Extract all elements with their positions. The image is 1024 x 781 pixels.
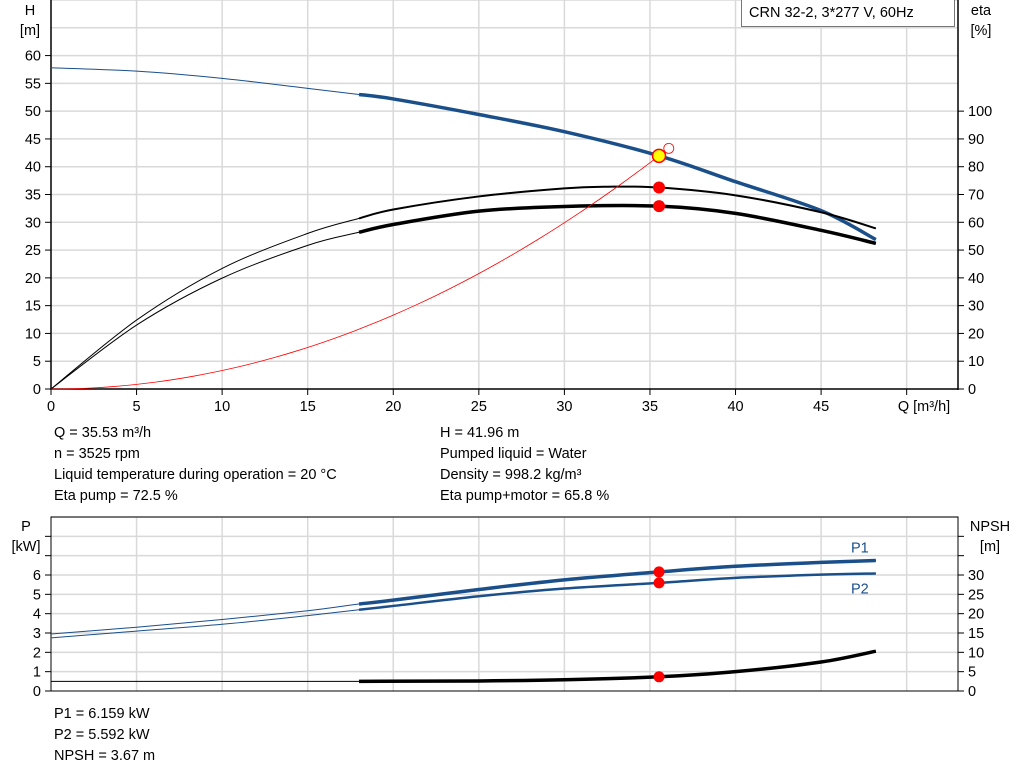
p-tick-label: 5 <box>33 587 41 603</box>
eta-tick-label: 60 <box>968 215 984 231</box>
q-tick-label: 40 <box>727 399 743 415</box>
info-eta-pump: Eta pump = 72.5 % <box>54 488 178 504</box>
p1-operating-range <box>358 558 876 606</box>
eta-tick-label: 10 <box>968 354 984 370</box>
p2-series-label: P2 <box>851 581 869 597</box>
npsh-curve <box>50 650 876 682</box>
p-tick-label: 2 <box>33 645 41 661</box>
h-tick-label: 25 <box>25 243 41 259</box>
power-plot-frame <box>50 516 959 692</box>
h-axis-label: H <box>25 3 35 19</box>
q-tick-label: 30 <box>556 399 572 415</box>
eta-pump-motor-duty-point <box>653 200 666 213</box>
q-tick-label: 35 <box>642 399 658 415</box>
h-tick-label: 45 <box>25 132 41 148</box>
npsh-tick-label: 0 <box>968 684 976 700</box>
p-axis-label: [kW] <box>12 539 41 555</box>
eta-pump-operating-range <box>358 185 877 230</box>
legend-box: CRN 32-2, 3*277 V, 60Hz <box>741 0 955 27</box>
p-tick-label: 0 <box>33 684 41 700</box>
h-tick-label: 40 <box>25 160 41 176</box>
q-tick-label: 5 <box>133 399 141 415</box>
npsh-tick-label: 30 <box>968 568 984 584</box>
p2-curve <box>50 572 876 639</box>
p1-series-label: P1 <box>851 541 869 557</box>
p-tick-label: 1 <box>33 665 41 681</box>
npsh-tick-label: 15 <box>968 626 984 642</box>
eta-pump-duty-point <box>653 181 666 194</box>
npsh-duty-point <box>653 671 665 683</box>
info-npsh: NPSH = 3.67 m <box>54 748 156 764</box>
info-speed: n = 3525 rpm <box>54 446 140 462</box>
eta-tick-label: 40 <box>968 271 984 287</box>
npsh-tick-label: 5 <box>968 665 976 681</box>
q-tick-label: 0 <box>47 399 55 415</box>
eta-tick-label: 20 <box>968 326 984 342</box>
system-end-marker <box>663 142 675 154</box>
eta-axis-label: [%] <box>971 23 992 39</box>
eta-tick-label: 80 <box>968 160 984 176</box>
p-tick-label: 3 <box>33 626 41 642</box>
q-tick-label: 45 <box>813 399 829 415</box>
npsh-operating-range <box>359 649 877 684</box>
npsh-tick-label: 20 <box>968 607 984 623</box>
info-liquid-temp: Liquid temperature during operation = 20… <box>54 467 337 483</box>
head-duty-point <box>651 148 667 164</box>
npsh-axis-label: [m] <box>980 539 1000 555</box>
p2-operating-range <box>358 572 876 612</box>
eta-pump-motor-operating-range <box>358 203 877 246</box>
h-tick-label: 20 <box>25 271 41 287</box>
h-tick-label: 0 <box>33 382 41 398</box>
info-p1: P1 = 6.159 kW <box>54 706 150 722</box>
info-density: Density = 998.2 kg/m³ <box>440 467 582 483</box>
info-q: Q = 35.53 m³/h <box>54 425 152 441</box>
h-tick-label: 10 <box>25 326 41 342</box>
q-tick-label: 10 <box>214 399 230 415</box>
npsh-tick-label: 10 <box>968 645 984 661</box>
eta-tick-label: 100 <box>968 104 992 120</box>
p-tick-label: 4 <box>33 607 41 623</box>
h-tick-label: 35 <box>25 188 41 204</box>
eta-tick-label: 0 <box>968 382 976 398</box>
p2-duty-point <box>653 577 665 589</box>
head-operating-range <box>358 92 877 242</box>
npsh-axis-label: NPSH <box>970 519 1010 535</box>
info-p2: P2 = 5.592 kW <box>54 727 150 743</box>
q-tick-label: 20 <box>385 399 401 415</box>
h-tick-label: 30 <box>25 215 41 231</box>
eta-tick-label: 30 <box>968 299 984 315</box>
info-pumped-liquid: Pumped liquid = Water <box>440 446 587 462</box>
eta-tick-label: 90 <box>968 132 984 148</box>
p-tick-label: 6 <box>33 568 41 584</box>
npsh-tick-label: 25 <box>968 587 984 603</box>
eta-tick-label: 70 <box>968 188 984 204</box>
p-axis-label: P <box>21 519 31 535</box>
h-tick-label: 15 <box>25 299 41 315</box>
q-tick-label: 15 <box>300 399 316 415</box>
eta-tick-label: 50 <box>968 243 984 259</box>
q-tick-label: 25 <box>471 399 487 415</box>
eta-axis-label: eta <box>971 3 992 19</box>
info-h: H = 41.96 m <box>440 425 520 441</box>
q-axis-label: Q [m³/h] <box>898 399 950 415</box>
h-tick-label: 55 <box>25 76 41 92</box>
p1-duty-point <box>653 566 665 578</box>
info-eta-pump-motor: Eta pump+motor = 65.8 % <box>440 488 610 504</box>
system-curve <box>50 155 660 390</box>
h-tick-label: 50 <box>25 104 41 120</box>
h-axis-label: [m] <box>20 23 40 39</box>
h-tick-label: 60 <box>25 49 41 65</box>
h-tick-label: 5 <box>33 354 41 370</box>
